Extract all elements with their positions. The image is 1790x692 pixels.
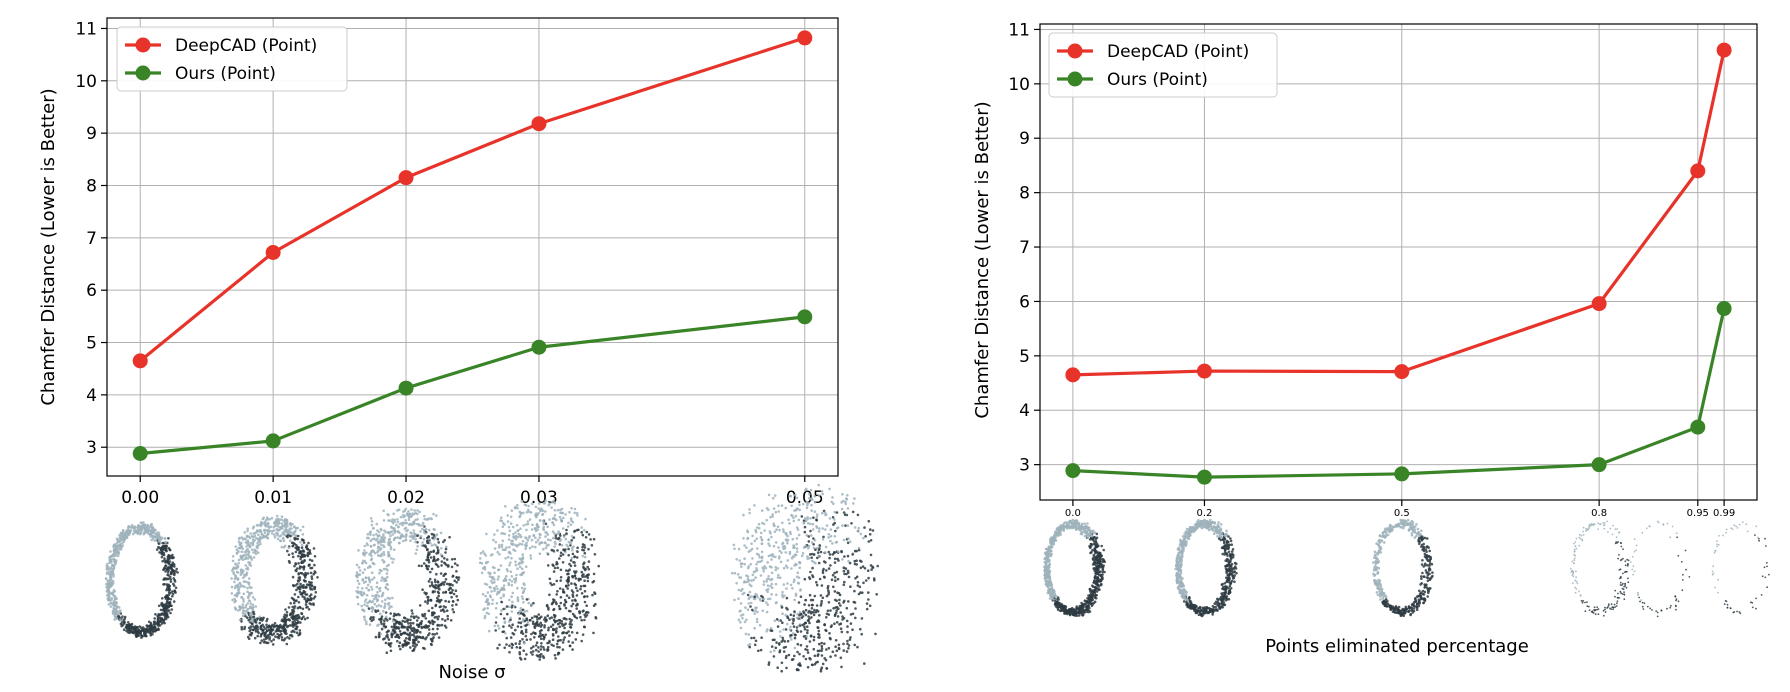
data-point	[398, 170, 414, 186]
y-tick-label: 6	[1019, 292, 1030, 312]
point-cloud-thumbnail	[1372, 518, 1434, 618]
data-point	[1591, 457, 1607, 473]
y-tick-label: 7	[86, 229, 97, 249]
y-tick-label: 3	[1019, 456, 1030, 476]
x-tick-label: 0.0	[1065, 508, 1081, 519]
plot-frame	[106, 17, 839, 477]
data-point	[531, 339, 547, 355]
data-point	[1196, 469, 1212, 485]
point-cloud-thumbnail	[1043, 518, 1106, 617]
data-point	[1690, 419, 1706, 435]
y-tick-label: 4	[1019, 401, 1030, 421]
data-point	[132, 445, 148, 461]
series-line-2	[1072, 308, 1726, 479]
y-tick-label: 8	[1019, 184, 1030, 204]
point-cloud-thumbnail	[1570, 520, 1630, 617]
y-tick-label: 10	[75, 72, 97, 92]
legend-label: Ours (Point)	[175, 64, 276, 84]
x-tick-label: 0.02	[387, 488, 425, 508]
data-point	[1065, 463, 1081, 479]
y-tick-label: 10	[1008, 75, 1030, 95]
y-tick-label: 5	[86, 334, 97, 354]
data-point	[265, 433, 281, 449]
legend-box	[116, 26, 348, 92]
y-tick-label: 11	[75, 19, 97, 39]
data-point	[531, 116, 547, 132]
x-tick-label: 0.8	[1591, 508, 1607, 519]
chart-points-eliminated: 3 4 5 6 7 8 9 10 11 0.0 0.2 0.5 0.8 0.95 0.99 DeepCAD …	[972, 20, 1770, 657]
x-tick-label: 0.03	[520, 488, 558, 508]
y-tick-label: 9	[1019, 129, 1030, 149]
x-tick-label: 0.01	[254, 488, 292, 508]
y-tick-label: 4	[86, 386, 97, 406]
point-cloud-thumbnail	[1711, 521, 1770, 615]
legend-label: DeepCAD (Point)	[175, 36, 317, 56]
y-tick-label: 6	[86, 281, 97, 301]
x-tick-label: 0.2	[1196, 508, 1212, 519]
point-cloud-thumbnail	[478, 499, 600, 661]
point-cloud-thumbnail	[354, 507, 461, 654]
y-tick-label: 11	[1008, 20, 1030, 40]
point-cloud-thumbnail	[730, 483, 879, 673]
data-point	[797, 30, 813, 46]
data-point	[1716, 301, 1732, 317]
x-tick-label: 0.99	[1713, 508, 1735, 519]
y-tick-label: 7	[1019, 238, 1030, 258]
point-cloud-thumbnail	[1629, 520, 1691, 618]
data-point	[1065, 367, 1081, 383]
data-point	[1394, 466, 1410, 482]
data-point	[132, 353, 148, 369]
x-axis-label: Noise σ	[438, 662, 505, 683]
y-axis-label: Chamfer Distance (Lower is Better)	[972, 101, 993, 418]
legend-swatch-marker	[135, 65, 151, 81]
plot-frame	[1039, 23, 1758, 501]
series-line-1	[1072, 49, 1726, 377]
x-tick-label: 0.5	[1394, 508, 1410, 519]
y-tick-label: 3	[86, 438, 97, 458]
legend-swatch-marker	[1067, 71, 1083, 87]
y-axis-label: Chamfer Distance (Lower is Better)	[38, 88, 59, 405]
x-tick-label: 0.00	[121, 488, 159, 508]
data-point	[1591, 296, 1607, 312]
y-tick-label: 9	[86, 124, 97, 144]
legend-label: DeepCAD (Point)	[1107, 42, 1249, 62]
data-point	[265, 244, 281, 260]
data-point	[1716, 42, 1732, 58]
legend-box	[1048, 32, 1278, 98]
y-tick-label: 5	[1019, 347, 1030, 367]
legend-swatch-marker	[135, 37, 151, 53]
x-axis-label: Points eliminated percentage	[1265, 636, 1529, 657]
x-tick-label: 0.95	[1687, 508, 1709, 519]
point-cloud-thumbnail	[1174, 518, 1238, 618]
data-point	[797, 309, 813, 325]
point-cloud-thumbnail	[230, 514, 319, 646]
legend-swatch-marker	[1067, 43, 1083, 59]
data-point	[1196, 363, 1212, 379]
legend-label: Ours (Point)	[1107, 70, 1208, 90]
series-line-2	[140, 315, 805, 456]
data-point	[1394, 364, 1410, 380]
y-tick-label: 8	[86, 176, 97, 196]
point-cloud-thumbnail	[104, 521, 179, 639]
data-point	[398, 380, 414, 396]
data-point	[1690, 163, 1706, 179]
